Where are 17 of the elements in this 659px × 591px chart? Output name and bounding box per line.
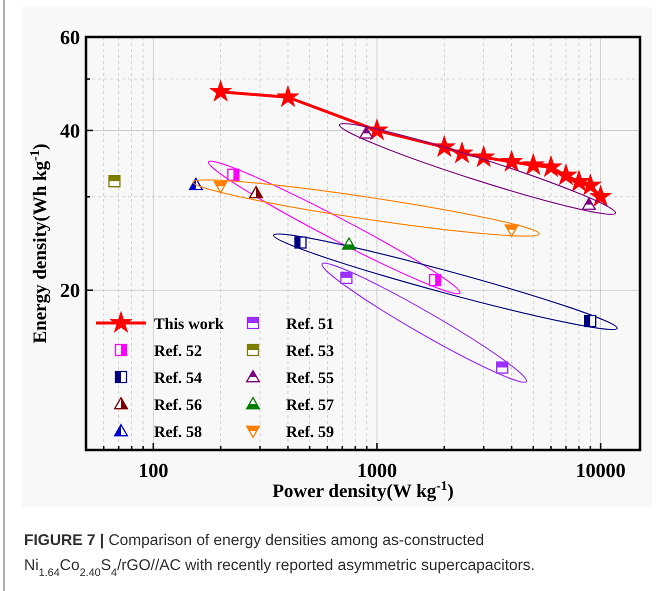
y-tick-label: 60 xyxy=(60,27,80,49)
y-tick-label: 20 xyxy=(60,280,80,302)
legend-label: Ref. 53 xyxy=(286,343,334,360)
x-tick-label: 100 xyxy=(138,460,168,482)
legend-label: Ref. 55 xyxy=(286,370,334,387)
legend-label: Ref. 52 xyxy=(154,343,202,360)
x-tick-label: 10000 xyxy=(576,460,626,482)
y-tick-label: 40 xyxy=(60,120,80,142)
text: Ni$_{1.64}$Co$_{2.40}$S$_{4}$/rGO//AC with recently reported asymmetric supercapacitors. xyxy=(24,557,535,579)
legend-label: Ref. 56 xyxy=(154,397,202,414)
legend-label: Ref. 58 xyxy=(154,424,202,441)
caption: FIGURE 7 | Comparison of energy densities among as-constructed xyxy=(24,532,484,549)
legend-label: Ref. 59 xyxy=(286,424,334,441)
legend-label: Ref. 57 xyxy=(286,397,334,414)
legend-label: This work xyxy=(154,316,224,333)
legend-label: Ref. 51 xyxy=(286,316,334,333)
legend-label: Ref. 54 xyxy=(154,370,202,387)
